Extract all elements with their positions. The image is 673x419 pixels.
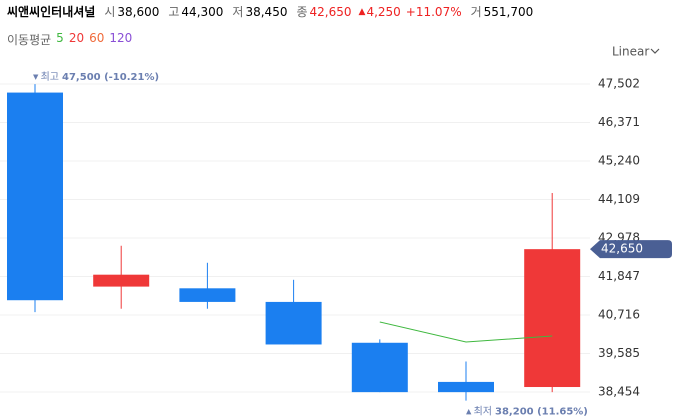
chevron — [650, 48, 660, 54]
y-tick-label: 45,240 — [598, 153, 640, 167]
annotation: ▼ 최고 47,500 (-10.21%) — [33, 71, 159, 83]
y-tick-label: 39,585 — [598, 346, 640, 360]
stat-label: 시 — [104, 5, 116, 19]
y-tick-label: 47,502 — [598, 76, 640, 90]
stat-value: 38,600 — [117, 4, 160, 19]
annotation: ▲ 최저 38,200 (11.65%) — [466, 406, 588, 418]
stat-value: 42,650 — [309, 4, 352, 19]
candle-body — [524, 249, 581, 388]
ma-legend: 이동평균 5 20 60 120 — [7, 31, 132, 48]
scale-mode[interactable]: Linear — [612, 45, 649, 59]
annotation-text: 47,500 (-10.21%) — [62, 72, 159, 83]
annotation-text: 38,200 (11.65%) — [495, 407, 588, 418]
stock-name: 씨앤씨인터내셔널 — [7, 5, 96, 19]
y-tick-label: 40,716 — [598, 307, 640, 321]
candle-body — [265, 301, 322, 345]
annotation-label: 최저 — [474, 406, 492, 418]
ma-legend-item: 120 — [109, 31, 133, 45]
stat-value: 44,300 — [181, 4, 224, 19]
stat-label: 고 — [168, 5, 180, 19]
ma-line — [379, 321, 553, 343]
candle-body — [351, 342, 408, 393]
y-tick-label: 46,371 — [598, 115, 640, 129]
candle-body — [438, 381, 494, 393]
candle-body — [93, 274, 150, 287]
stat-value: 38,450 — [245, 4, 288, 19]
ma-legend-item: 20 — [68, 31, 85, 45]
y-tick-label: 44,109 — [598, 192, 640, 206]
candle-body — [7, 92, 63, 301]
annotation-icon: ▼ — [33, 73, 41, 81]
change-pct: +11.07% — [405, 4, 462, 19]
annotation-icon: ▲ — [466, 408, 474, 416]
candle-body — [179, 288, 236, 302]
annotation-label: 최고 — [41, 71, 59, 83]
volume: 551,700 — [483, 4, 534, 19]
ma-legend-item: 60 — [89, 31, 105, 45]
up-arrow: ▲ — [358, 6, 366, 17]
stat-label: 저 — [232, 5, 244, 19]
stat-label: 종 — [296, 5, 308, 19]
ma-legend-item: 5 — [56, 31, 64, 45]
price-tag-label: 42,650 — [601, 242, 643, 256]
change: 4,250 — [366, 4, 401, 19]
header: 씨앤씨인터내셔널 시 38,600 고 44,300 저 38,450 종 42,650 ▲ 4,… — [7, 3, 533, 20]
ma-label: 이동평균 — [7, 33, 52, 47]
y-tick-label: 38,454 — [598, 384, 640, 398]
volume-label: 거 — [470, 5, 482, 19]
price-tag — [590, 240, 672, 259]
y-tick-label: 41,847 — [598, 269, 640, 283]
